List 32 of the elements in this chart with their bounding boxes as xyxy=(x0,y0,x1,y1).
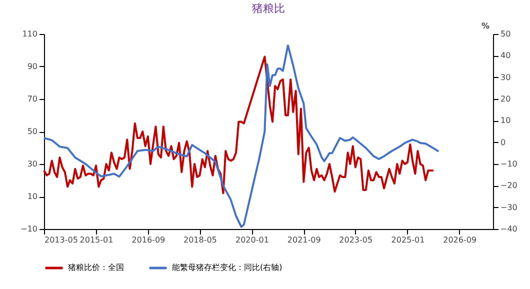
y-tick-label: 30 xyxy=(27,160,38,168)
y-tick-label: 50 xyxy=(27,127,38,136)
y2-tick-label: −40 xyxy=(500,224,518,234)
chart-title: 猪粮比 xyxy=(252,2,285,15)
y-tick-label: −10 xyxy=(20,224,38,234)
y-tick-label: 10 xyxy=(27,192,38,201)
y2-tick-label: 50 xyxy=(500,30,511,38)
y-tick-label: 110 xyxy=(22,30,38,38)
y2-tick-label: 20 xyxy=(500,94,511,104)
y2-tick-label: −10 xyxy=(500,160,518,168)
y2-tick-label: −20 xyxy=(500,181,518,190)
legend-label: 猪粮比价：全国 xyxy=(68,263,124,272)
x-tick-label: 2016-09 xyxy=(132,236,166,244)
y2-tick-label: 0 xyxy=(500,138,506,147)
x-tick-label: 2023-05 xyxy=(339,236,373,244)
y2-axis-title: % xyxy=(481,22,490,30)
line-series xyxy=(43,44,440,228)
line-series xyxy=(43,56,434,194)
x-tick-label: 2020-01 xyxy=(235,236,269,244)
x-tick-label: 2021-09 xyxy=(287,236,321,244)
x-tick-label: 2013-05 xyxy=(44,236,78,244)
y2-tick-label: 30 xyxy=(500,72,511,82)
y2-tick-label: 10 xyxy=(500,116,511,126)
x-tick-label: 2025-01 xyxy=(391,236,425,244)
x-tick-label: 2026-09 xyxy=(443,236,477,244)
legend-label: 能繁母猪存栏变化：同比(右轴) xyxy=(172,263,282,272)
y-tick-label: 70 xyxy=(27,94,38,104)
y2-tick-label: 40 xyxy=(500,51,511,60)
x-tick-label: 2018-05 xyxy=(183,236,217,244)
y-tick-label: 90 xyxy=(27,62,38,71)
x-tick-label: 2015-01 xyxy=(80,236,114,244)
y2-tick-label: −30 xyxy=(500,202,518,212)
